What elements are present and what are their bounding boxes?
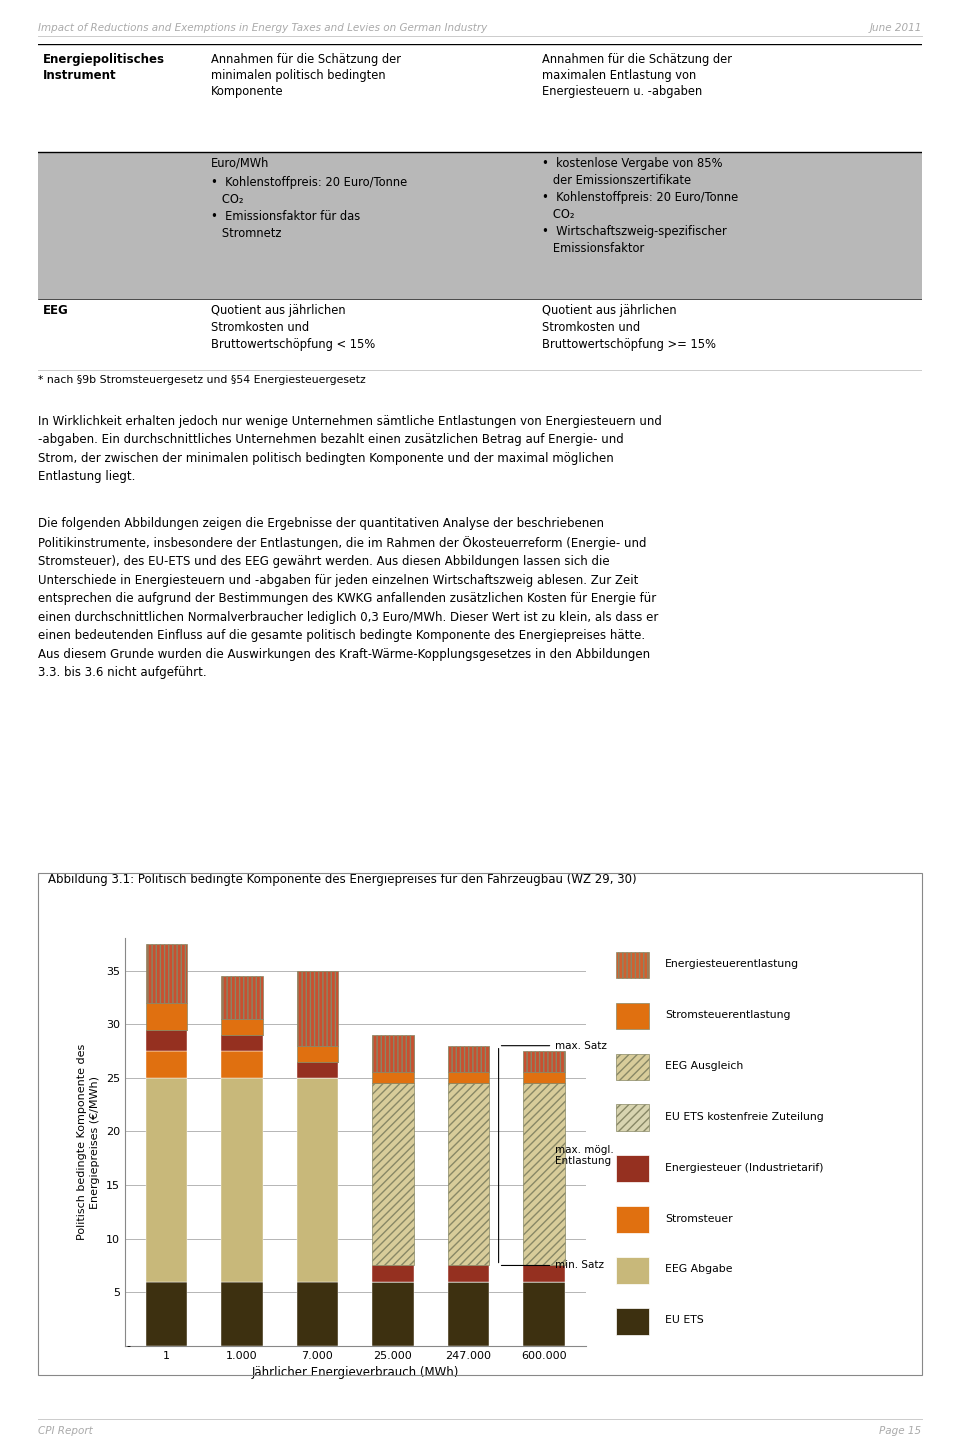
Bar: [616, 1104, 649, 1131]
Bar: [146, 1002, 187, 1030]
Text: Impact of Reductions and Exemptions in Energy Taxes and Levies on German Industr: Impact of Reductions and Exemptions in E…: [38, 23, 488, 33]
Bar: [297, 1062, 338, 1078]
Text: * nach §9b Stromsteuergesetz und §54 Energiesteuergesetz: * nach §9b Stromsteuergesetz und §54 Ene…: [38, 375, 366, 386]
Text: Energiesteuer (Industrietarif): Energiesteuer (Industrietarif): [665, 1163, 824, 1173]
Bar: [297, 1282, 338, 1346]
Bar: [523, 1282, 564, 1346]
X-axis label: Jährlicher Energieverbrauch (MWh): Jährlicher Energieverbrauch (MWh): [252, 1366, 459, 1379]
Bar: [616, 1308, 649, 1334]
Bar: [616, 952, 649, 978]
Bar: [523, 1266, 564, 1282]
Text: Stromsteuerentlastung: Stromsteuerentlastung: [665, 1010, 791, 1020]
Bar: [616, 1002, 649, 1029]
Text: Annahmen für die Schätzung der
maximalen Entlastung von
Energiesteuern u. -abgab: Annahmen für die Schätzung der maximalen…: [541, 54, 732, 99]
Text: EU ETS kostenfreie Zuteilung: EU ETS kostenfreie Zuteilung: [665, 1112, 824, 1122]
Text: min. Satz: min. Satz: [501, 1260, 604, 1270]
Text: max. mögl.
Entlastung: max. mögl. Entlastung: [555, 1145, 614, 1167]
Text: Stromsteuer: Stromsteuer: [665, 1213, 732, 1224]
Bar: [523, 1051, 564, 1072]
Text: EEG: EEG: [43, 304, 68, 317]
Bar: [616, 1206, 649, 1232]
Y-axis label: Politisch bedingte Komponente des
Energiepreises (€/MWh): Politisch bedingte Komponente des Energi…: [77, 1045, 100, 1240]
Bar: [38, 151, 922, 300]
Bar: [221, 976, 263, 1018]
Bar: [372, 1282, 414, 1346]
Bar: [221, 1018, 263, 1035]
Bar: [523, 1083, 564, 1266]
Bar: [372, 1083, 414, 1266]
Text: EU ETS: EU ETS: [665, 1315, 704, 1326]
Bar: [523, 1072, 564, 1083]
Text: Energiesteuerentlastung: Energiesteuerentlastung: [665, 959, 800, 969]
Bar: [372, 1035, 414, 1072]
Text: -: -: [127, 1342, 131, 1350]
Bar: [616, 1053, 649, 1080]
Text: Euro/MWh: Euro/MWh: [210, 157, 269, 170]
Bar: [372, 1266, 414, 1282]
Bar: [146, 944, 187, 1002]
Text: Energiepolitisches
Instrument: Energiepolitisches Instrument: [43, 54, 165, 83]
Text: •  Kohlenstoffpreis: 20 Euro/Tonne
   CO₂
•  Emissionsfaktor für das
   Stromnet: • Kohlenstoffpreis: 20 Euro/Tonne CO₂ • …: [210, 176, 407, 240]
Bar: [221, 1282, 263, 1346]
Bar: [146, 1030, 187, 1051]
Text: Quotient aus jährlichen
Stromkosten und
Bruttowertschöpfung < 15%: Quotient aus jährlichen Stromkosten und …: [210, 304, 374, 351]
Text: Abbildung 3.1: Politisch bedingte Komponente des Energiepreises für den Fahrzeug: Abbildung 3.1: Politisch bedingte Kompon…: [48, 873, 636, 886]
Bar: [447, 1266, 490, 1282]
Text: Quotient aus jährlichen
Stromkosten und
Bruttowertschöpfung >= 15%: Quotient aus jährlichen Stromkosten und …: [541, 304, 716, 351]
Bar: [221, 1035, 263, 1051]
Bar: [447, 1046, 490, 1072]
Bar: [221, 1051, 263, 1078]
Bar: [297, 1046, 338, 1062]
Bar: [146, 1078, 187, 1282]
Bar: [372, 1072, 414, 1083]
Text: CPI Report: CPI Report: [38, 1426, 93, 1436]
Bar: [616, 1257, 649, 1283]
Bar: [616, 1155, 649, 1181]
Text: In Wirklichkeit erhalten jedoch nur wenige Unternehmen sämtliche Entlastungen vo: In Wirklichkeit erhalten jedoch nur weni…: [38, 415, 662, 483]
Bar: [447, 1282, 490, 1346]
Text: •  kostenlose Vergabe von 85%
   der Emissionszertifikate
•  Kohlenstoffpreis: 2: • kostenlose Vergabe von 85% der Emissio…: [541, 157, 738, 255]
Text: max. Satz: max. Satz: [501, 1040, 607, 1051]
Bar: [297, 970, 338, 1046]
Text: Die folgenden Abbildungen zeigen die Ergebnisse der quantitativen Analyse der be: Die folgenden Abbildungen zeigen die Erg…: [38, 517, 659, 679]
Bar: [297, 1078, 338, 1282]
Bar: [447, 1072, 490, 1083]
Text: EEG Ausgleich: EEG Ausgleich: [665, 1061, 743, 1071]
Bar: [146, 1282, 187, 1346]
Bar: [447, 1083, 490, 1266]
Text: Page 15: Page 15: [879, 1426, 922, 1436]
Text: EEG Abgabe: EEG Abgabe: [665, 1264, 732, 1275]
Text: Annahmen für die Schätzung der
minimalen politisch bedingten
Komponente: Annahmen für die Schätzung der minimalen…: [210, 54, 400, 99]
Text: June 2011: June 2011: [869, 23, 922, 33]
Bar: [146, 1051, 187, 1078]
Bar: [221, 1078, 263, 1282]
